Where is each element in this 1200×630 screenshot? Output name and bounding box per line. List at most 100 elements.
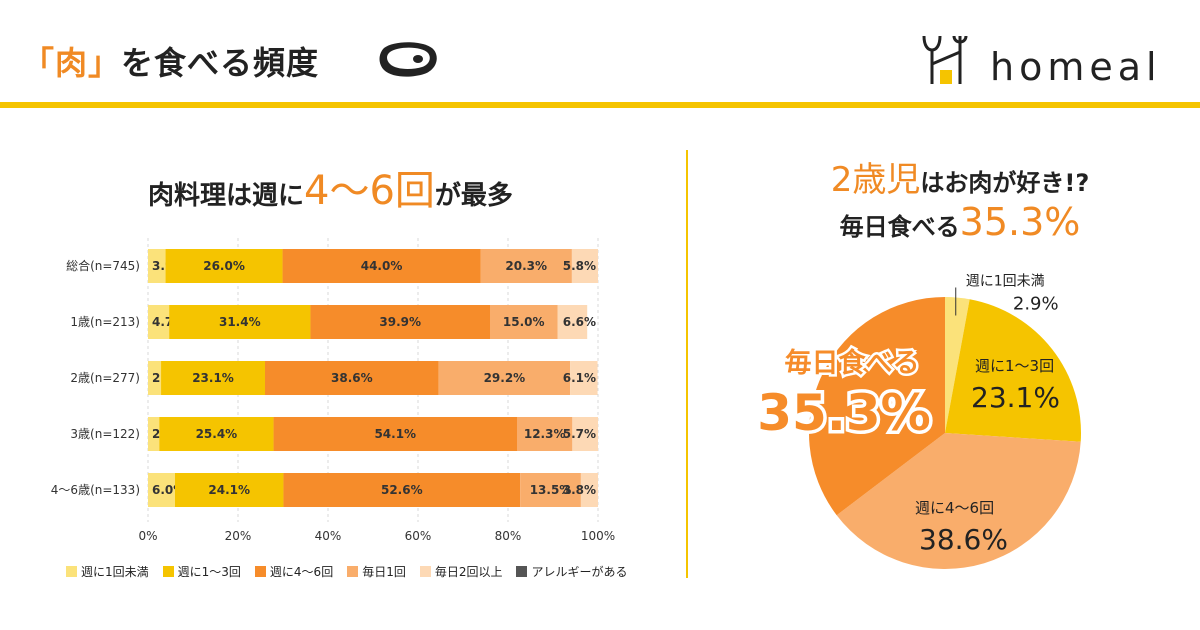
data-label: 24.1%: [208, 483, 250, 497]
bar-segment: [283, 473, 521, 507]
callout-line2: 35.3%: [757, 384, 930, 442]
right-heading-line1: 2歳児はお肉が好き!?: [740, 152, 1180, 201]
title-bracket-close: 」: [88, 44, 122, 82]
data-label: 6.6%: [563, 315, 596, 329]
legend-item: 週に1〜3回: [162, 561, 241, 581]
logo-text[interactable]: homeal: [990, 45, 1162, 89]
data-label: 54.1%: [374, 427, 416, 441]
bar-segment: [159, 417, 274, 451]
pie-label: 週に1回未満: [966, 273, 1045, 289]
header: 「肉」を食べる頻度 homeal: [0, 0, 1200, 108]
legend-item: 毎日1回: [347, 561, 406, 581]
data-label: 23.1%: [192, 371, 234, 385]
title-keyword: 肉: [55, 44, 89, 82]
bar-segment: [480, 249, 572, 283]
data-label: 13.5%: [530, 483, 572, 497]
data-label: 31.4%: [219, 315, 261, 329]
stacked-bar-chart: 0%20%40%60%80%100%総合(n=745)3.9%26.0%44.0…: [51, 238, 615, 543]
x-tick-label: 100%: [581, 529, 615, 543]
bar-segment: [572, 417, 598, 451]
house-fork-logo-icon: [922, 35, 968, 84]
legend-label: 週に4〜6回: [269, 564, 334, 579]
pie-slice: [836, 433, 1081, 569]
bar-legend: 週に1回未満 週に1〜3回 週に4〜6回 毎日1回 毎日2回以上 アレルギーがある: [66, 561, 628, 581]
bar-segment: [148, 361, 162, 395]
data-label: 29.2%: [484, 371, 526, 385]
pie-value: 2.9%: [1013, 293, 1059, 314]
legend-swatch: [254, 565, 266, 577]
data-label: 38.6%: [331, 371, 373, 385]
right-heading-rest: はお肉が好き!?: [920, 169, 1090, 197]
legend-label: 週に1〜3回: [177, 564, 241, 579]
left-heading: 肉料理は週に4〜6回が最多: [148, 158, 513, 216]
bar-segment: [165, 249, 283, 283]
data-label: 12.3%: [524, 427, 566, 441]
bar-segment: [148, 305, 170, 339]
bar-segment: [517, 417, 573, 451]
legend-swatch: [66, 565, 77, 577]
pie-label: 週に4〜6回: [915, 499, 994, 517]
legend-item: 週に1回未満: [66, 561, 149, 581]
legend-item: アレルギーがある: [516, 561, 628, 581]
data-label: 15.0%: [503, 315, 545, 329]
bar-segment: [169, 305, 311, 339]
category-label: 1歳(n=213): [70, 315, 140, 329]
right-heading-line2-pre: 毎日食べる: [839, 213, 960, 241]
pie-slice: [809, 297, 945, 516]
bar-segment: [148, 249, 166, 283]
title-bracket-open: 「: [22, 44, 56, 82]
bar-segment: [557, 305, 588, 339]
data-label: 26.0%: [203, 259, 245, 273]
meat-icon: [379, 42, 437, 77]
data-label: 52.6%: [381, 483, 423, 497]
legend-label: 週に1回未満: [81, 564, 149, 579]
pie-slice: [945, 297, 970, 433]
x-tick-label: 0%: [138, 529, 157, 543]
data-label: 5.7%: [563, 427, 596, 441]
right-heading-line2-highlight: 35.3%: [959, 200, 1081, 244]
pie-chart: 週に1回未満 2.9% 週に1〜3回 23.1% 週に4〜6回 38.6% 毎日食べる 35.…: [754, 273, 1081, 569]
header-rule: [0, 102, 1200, 108]
data-label: 6.1%: [563, 371, 596, 385]
pie-value: 23.1%: [971, 381, 1060, 414]
bar-segment: [570, 361, 598, 395]
data-label: 39.9%: [379, 315, 421, 329]
legend-swatch: [162, 565, 174, 577]
bar-segment: [310, 305, 490, 339]
legend-swatch: [516, 565, 528, 577]
data-label: 5.8%: [563, 259, 596, 273]
left-heading-highlight: 4〜6回: [304, 168, 435, 214]
data-label: 3.8%: [563, 483, 596, 497]
page-title: 「肉」を食べる頻度: [22, 38, 319, 84]
bar-segment: [265, 361, 439, 395]
bar-segment: [148, 417, 160, 451]
legend-label: アレルギーがある: [531, 564, 628, 579]
bar-segment: [148, 473, 175, 507]
legend-swatch: [347, 565, 359, 577]
x-tick-label: 80%: [495, 529, 522, 543]
pie-label: 週に1〜3回: [975, 357, 1054, 375]
legend-item: 週に4〜6回: [254, 561, 334, 581]
data-label: 25.4%: [196, 427, 238, 441]
category-label: 4〜6歳(n=133): [51, 483, 140, 497]
callout-line1: 毎日食べる: [785, 347, 920, 379]
pie-slice: [945, 299, 1081, 442]
bar-segment: [490, 305, 558, 339]
x-tick-label: 20%: [225, 529, 252, 543]
bar-segment: [273, 417, 517, 451]
left-heading-pre: 肉料理は週に: [148, 181, 305, 211]
bar-segment: [161, 361, 265, 395]
legend-item: 毎日2回以上: [419, 561, 503, 581]
legend-swatch: [419, 565, 431, 577]
legend-label: 毎日1回: [362, 564, 406, 579]
legend-label: 毎日2回以上: [434, 564, 503, 579]
bar-segment: [571, 249, 598, 283]
pie-value: 38.6%: [919, 523, 1008, 556]
category-label: 総合(n=745): [66, 258, 140, 273]
title-rest: を食べる頻度: [121, 44, 320, 82]
bar-segment: [520, 473, 581, 507]
category-label: 2歳(n=277): [70, 371, 140, 385]
bar-segment: [282, 249, 481, 283]
category-label: 3歳(n=122): [70, 427, 140, 441]
data-label: 44.0%: [361, 259, 403, 273]
